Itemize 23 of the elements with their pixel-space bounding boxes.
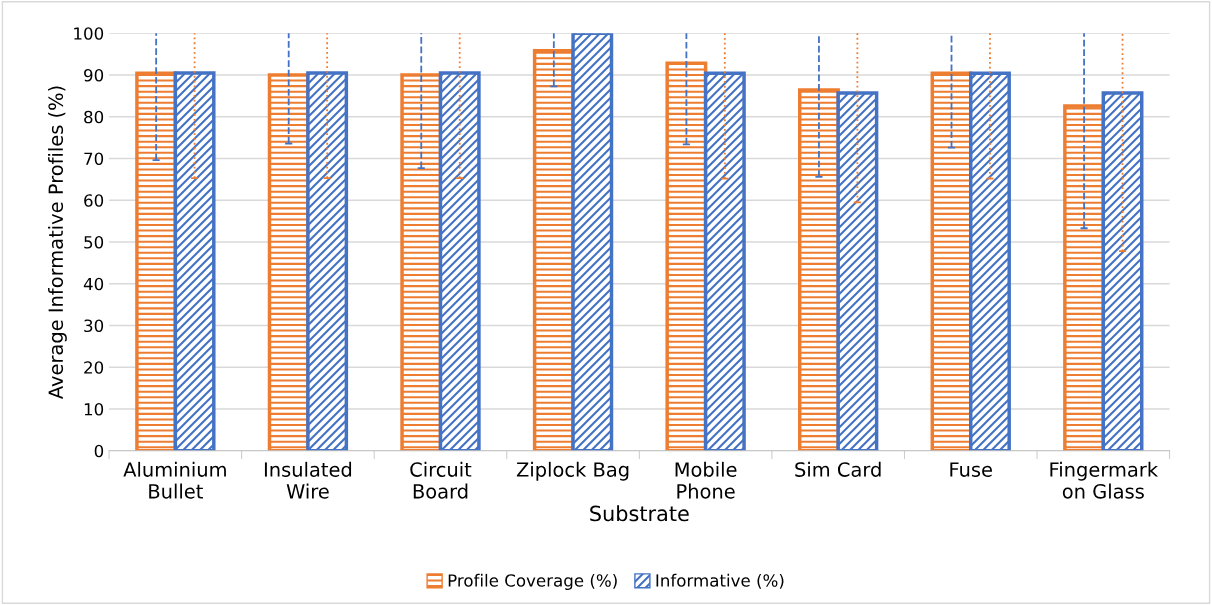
y-tick-label: 10 (84, 402, 104, 416)
y-tick-label: 50 (84, 235, 104, 249)
y-tick-label: 60 (84, 194, 104, 207)
x-axis-title: Substrate (590, 505, 689, 522)
x-tick-label: Fingermark on Glass (1050, 461, 1159, 499)
x-tick-label: Mobile Phone (675, 461, 737, 499)
x-tick-label: Ziplock Bag (516, 461, 629, 481)
y-tick-label: 20 (84, 361, 104, 374)
x-tick-label: Circuit Board (410, 461, 472, 499)
x-tick-label: Fuse (950, 462, 992, 477)
y-tick-label: 100 (74, 27, 104, 40)
y-tick-label: 80 (84, 110, 104, 124)
legend-label: Profile Coverage (%) (448, 573, 617, 590)
y-tick-label: 90 (84, 68, 104, 82)
x-tick-label: Insulated Wire (264, 461, 352, 499)
y-axis-title: Average Informative Profiles (%) (48, 86, 67, 400)
x-tick-label: Aluminium Bullet (123, 461, 226, 499)
y-tick-label: 70 (84, 152, 104, 166)
y-tick-label: 0 (94, 444, 104, 458)
legend-label: Informative (%) (656, 573, 784, 589)
y-tick-label: 40 (83, 277, 104, 291)
y-tick-label: 30 (84, 319, 104, 333)
x-tick-label: Sim Card (795, 461, 881, 477)
